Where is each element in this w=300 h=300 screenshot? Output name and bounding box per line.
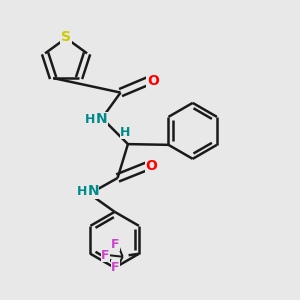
Text: F: F [111, 260, 120, 274]
Text: F: F [111, 238, 120, 250]
Text: N: N [96, 112, 108, 126]
Text: N: N [87, 184, 99, 198]
Text: H: H [77, 185, 88, 198]
Text: S: S [61, 30, 71, 44]
Text: F: F [101, 249, 109, 262]
Text: H: H [85, 112, 95, 126]
Text: H: H [120, 126, 130, 139]
Text: O: O [146, 159, 158, 173]
Text: O: O [147, 74, 159, 88]
